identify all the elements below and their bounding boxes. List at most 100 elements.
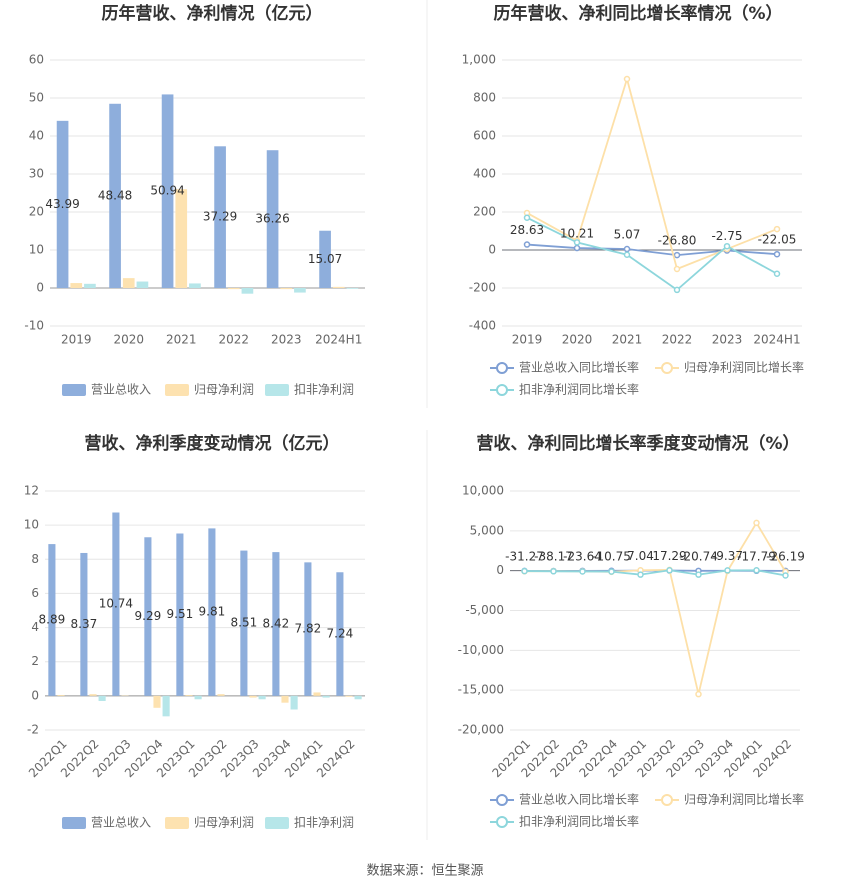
data-label: 7.82	[295, 622, 322, 636]
bar	[322, 695, 330, 698]
bar	[175, 189, 188, 288]
bar	[144, 537, 152, 696]
point	[523, 214, 531, 221]
x-tick-label: 2020	[562, 333, 593, 347]
line	[524, 569, 786, 577]
point	[623, 245, 631, 253]
point	[637, 571, 644, 578]
legend-label: 扣非净利润	[294, 816, 354, 830]
y-tick-label: -2	[27, 723, 39, 737]
bar	[336, 572, 344, 696]
y-tick-label: 60	[29, 53, 44, 67]
data-label: 8.51	[231, 616, 258, 630]
bar	[136, 281, 149, 288]
chart-title: 营收、净利季度变动情况（亿元）	[85, 433, 340, 454]
data-label: -9.37	[712, 549, 743, 563]
bar	[48, 544, 56, 696]
point	[753, 567, 760, 574]
x-tick-label: 2023	[271, 333, 302, 347]
point	[623, 251, 631, 258]
x-tick-label: 2024H1	[315, 333, 362, 347]
data-label: 15.07	[308, 252, 342, 266]
data-label: 36.26	[255, 212, 289, 226]
bar	[266, 150, 279, 288]
bar	[89, 694, 97, 696]
data-label: 28.63	[510, 223, 544, 237]
data-label: 9.51	[167, 607, 194, 621]
data-label: 7.04	[627, 549, 654, 563]
point	[521, 567, 528, 575]
legend-label: 归母净利润同比增长率	[684, 360, 804, 375]
data-label: 37.29	[203, 210, 237, 224]
data-label: 50.94	[150, 184, 184, 198]
chart-title: 历年营收、净利情况（亿元）	[102, 3, 323, 24]
bar	[354, 695, 362, 700]
y-tick-label: 50	[29, 91, 44, 105]
source: 数据来源：恒生聚源	[366, 864, 483, 879]
point	[695, 571, 702, 578]
y-tick-label: -5,000	[465, 603, 504, 617]
y-tick-label: 2	[31, 654, 39, 668]
bar	[208, 528, 216, 696]
bar	[112, 512, 120, 696]
bar	[345, 695, 353, 697]
legend-swatch	[265, 817, 289, 829]
bar	[249, 695, 257, 698]
x-tick-label: 2024H1	[753, 333, 800, 347]
bar	[109, 103, 121, 288]
y-tick-label: 400	[473, 167, 496, 181]
y-tick-label: 600	[473, 129, 496, 143]
point	[724, 567, 731, 574]
x-tick-label: 2020	[113, 333, 144, 347]
data-label: -23.64	[563, 549, 602, 563]
bar	[161, 94, 174, 288]
data-label: 5.07	[614, 228, 641, 242]
data-label: -20.74	[679, 549, 718, 563]
line	[526, 216, 778, 292]
bar	[332, 286, 345, 288]
data-label: 9.29	[135, 609, 162, 623]
y-tick-label: 200	[473, 205, 496, 219]
legend-label: 营业总收入	[91, 383, 151, 397]
data-label: 7.24	[327, 627, 354, 641]
y-tick-label: -15,000	[458, 683, 504, 697]
bar	[240, 550, 248, 696]
legend-swatch	[165, 817, 189, 829]
data-label: 48.48	[98, 188, 132, 202]
y-tick-label: -10	[24, 319, 44, 333]
point	[573, 239, 581, 246]
point	[782, 572, 789, 579]
data-label: 8.89	[39, 612, 66, 626]
bar	[258, 695, 266, 700]
x-tick-label: 2021	[166, 333, 197, 347]
bar	[304, 562, 312, 696]
y-tick-label: 6	[31, 586, 39, 600]
y-tick-label: 4	[31, 620, 39, 634]
point	[673, 265, 681, 273]
data-label: 17.29	[652, 549, 686, 563]
point	[550, 568, 557, 575]
y-tick-label: -10,000	[458, 643, 504, 657]
bar	[176, 533, 184, 696]
data-label: -38.17	[534, 549, 573, 563]
y-tick-label: -200	[469, 281, 496, 295]
point	[753, 519, 760, 527]
x-tick-label: 2023	[712, 333, 743, 347]
legend-label: 营业总收入	[91, 816, 151, 830]
point	[623, 75, 631, 83]
bar	[290, 695, 298, 710]
data-label: 43.99	[45, 197, 79, 211]
data-label: -10.75	[592, 549, 631, 563]
y-tick-label: 10	[29, 243, 44, 257]
y-tick-label: -20,000	[458, 723, 504, 737]
y-tick-label: 12	[24, 484, 39, 498]
point	[773, 250, 781, 258]
x-tick-label: 2022	[218, 333, 249, 347]
point	[773, 225, 781, 233]
data-label: 10.21	[560, 227, 594, 241]
y-tick-label: 5,000	[470, 523, 504, 537]
x-tick-label: 2021	[612, 333, 643, 347]
bar	[346, 288, 359, 289]
data-label: 8.37	[71, 617, 98, 631]
bar	[294, 288, 306, 293]
